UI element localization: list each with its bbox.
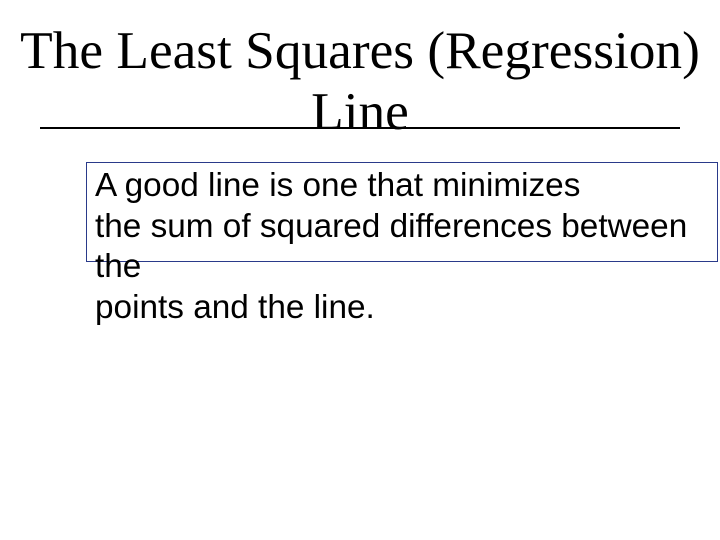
body-text-box: A good line is one that minimizes the su… [86, 162, 718, 262]
title-underline [40, 127, 680, 129]
body-line-2: the sum of squared differences between t… [95, 208, 687, 286]
slide-title-line1: The Least Squares (Regression) [20, 20, 700, 80]
slide-title: The Least Squares (Regression) Line [0, 20, 720, 143]
body-line-1: A good line is one that minimizes [95, 167, 580, 204]
slide: The Least Squares (Regression) Line A go… [0, 0, 720, 540]
body-line-3: points and the line. [95, 289, 375, 326]
slide-title-line2: Line [311, 81, 409, 141]
